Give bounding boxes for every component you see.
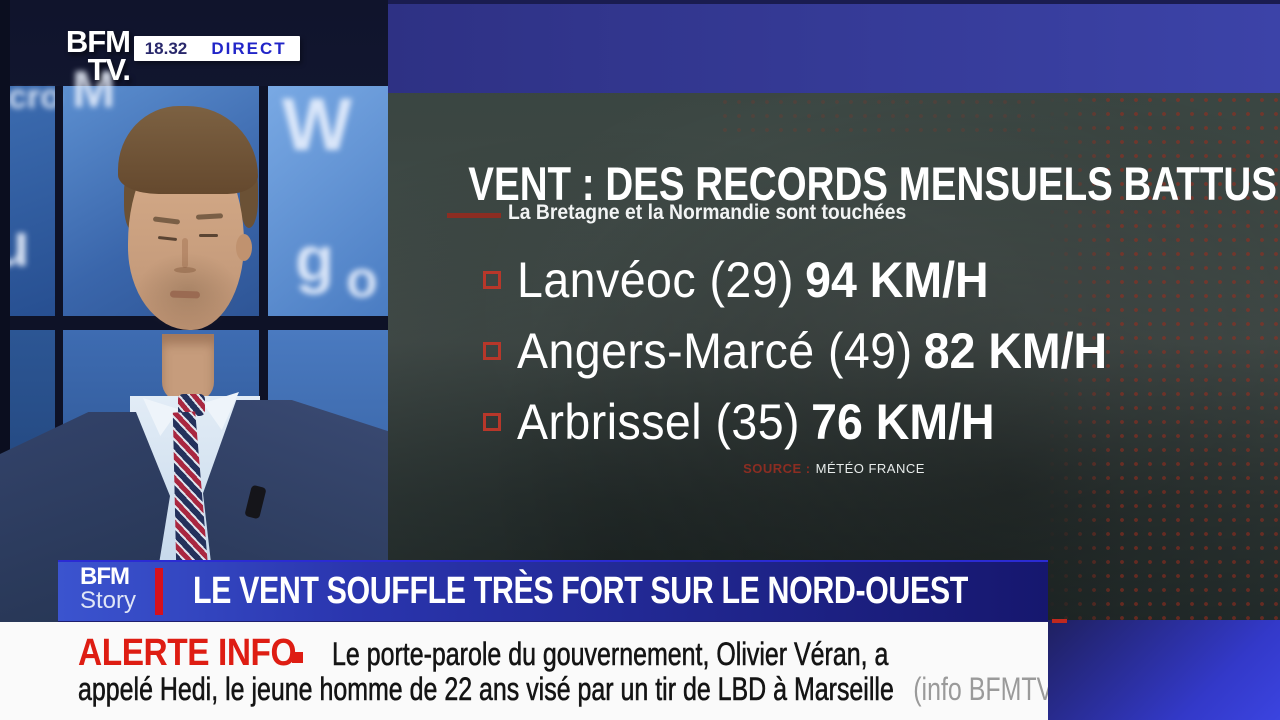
presenter-mouth	[169, 290, 201, 299]
headline-banner: BFM Story LE VENT SOUFFLE TRÈS FORT SUR …	[58, 560, 1048, 624]
presenter-tie	[178, 394, 205, 416]
source-value: MÉTÉO FRANCE	[815, 461, 925, 476]
presenter-photo	[0, 0, 388, 622]
presenter-neck	[162, 334, 214, 402]
studio-frame-bar	[0, 0, 10, 622]
bfmtv-logo: BFM TV.	[56, 24, 131, 87]
clock-time: 18.32	[144, 39, 188, 58]
source-label: SOURCE :	[743, 461, 811, 476]
red-dash-accent	[1052, 619, 1067, 623]
screen-text-fragment: W	[282, 83, 352, 166]
ticker-line1: Le porte-parole du gouvernement, Olivier…	[332, 636, 889, 673]
presenter-hair	[118, 106, 258, 194]
time-direct-badge: 18.32 DIRECT	[134, 36, 300, 61]
red-dot-pattern	[1045, 93, 1280, 622]
wind-speed: 76 KM/H	[811, 394, 995, 450]
list-item: Arbrissel (35) 76 KM/H	[483, 394, 1152, 450]
square-bullet-icon	[483, 342, 501, 360]
square-bullet-icon	[483, 413, 501, 431]
studio-frame-bar	[259, 86, 268, 622]
station-name: Angers-Marcé (49)	[517, 323, 913, 379]
studio-frame-bar	[55, 86, 63, 622]
wind-speed: 94 KM/H	[805, 252, 989, 308]
presenter-eye	[199, 234, 218, 237]
screen-text-fragment: o	[346, 251, 378, 309]
wind-records-list: Lanvéoc (29) 94 KM/H Angers-Marcé (49) 82 …	[483, 252, 1152, 468]
program-logo: BFM Story	[80, 565, 136, 613]
logo-line2: TV.	[87, 52, 131, 87]
presenter-nose-shadow	[174, 267, 196, 273]
studio-background: cro M u W g o	[0, 0, 388, 622]
studio-screen	[10, 86, 55, 316]
ticker-attribution: (info BFMTV)	[913, 671, 1062, 707]
alert-bullet-icon	[292, 652, 303, 663]
alert-label: ALERTE INFO	[78, 632, 297, 674]
list-item: Angers-Marcé (49) 82 KM/H	[483, 323, 1152, 379]
square-bullet-icon	[483, 271, 501, 289]
bottom-right-blue-block	[1048, 620, 1280, 720]
presenter-ear	[236, 234, 252, 261]
screen-text-fragment: M	[72, 61, 116, 119]
program-line1: BFM	[80, 563, 130, 590]
studio-screen	[268, 86, 388, 316]
alert-ticker	[0, 622, 1048, 720]
subtitle-dash	[447, 213, 501, 218]
station-name: Lanvéoc (29)	[517, 252, 795, 308]
screen-text-fragment: cro	[8, 78, 61, 116]
red-dot-pattern	[718, 95, 1045, 137]
infographic-panel: VENT : DES RECORDS MENSUELS BATTUS La Br…	[388, 0, 1280, 622]
headline-text: LE VENT SOUFFLE TRÈS FORT SUR LE NORD-OU…	[193, 570, 968, 612]
station-name: Arbrissel (35)	[517, 394, 800, 450]
direct-label: DIRECT	[211, 39, 287, 58]
screen-text-fragment: g	[295, 223, 335, 295]
source-line: SOURCE : MÉTÉO FRANCE	[388, 461, 1280, 476]
wind-speed: 82 KM/H	[923, 323, 1108, 379]
logo-line1: BFM	[65, 24, 131, 59]
panel-title: VENT : DES RECORDS MENSUELS BATTUS	[468, 157, 1277, 210]
program-line2: Story	[80, 587, 137, 614]
ticker-line2-text: appelé Hedi, le jeune homme de 22 ans vi…	[78, 671, 894, 708]
list-item: Lanvéoc (29) 94 KM/H	[483, 252, 1152, 308]
presenter-nose	[182, 238, 188, 268]
ticker-line2: appelé Hedi, le jeune homme de 22 ans vi…	[78, 671, 1062, 708]
panel-subtitle: La Bretagne et la Normandie sont touchée…	[508, 201, 907, 224]
red-separator-bar	[155, 568, 163, 615]
panel-top-blue-strip	[388, 0, 1280, 93]
